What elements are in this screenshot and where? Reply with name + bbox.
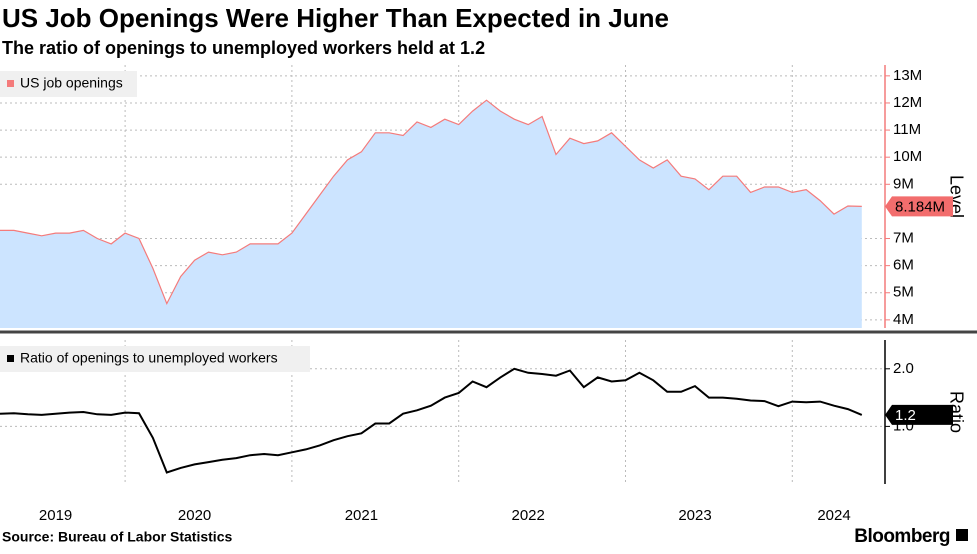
y-tick-label: 13M (893, 67, 922, 84)
x-tick-label: 2022 (512, 507, 545, 524)
value-label-box (885, 196, 953, 217)
y-tick-label: 7M (893, 229, 914, 246)
area (0, 100, 862, 328)
brand-icon (956, 529, 968, 541)
x-tick-label: 2019 (39, 507, 72, 524)
legend-swatch (7, 355, 14, 362)
value-label-box (885, 404, 953, 425)
y-tick-label: 4M (893, 311, 914, 328)
legend-swatch (7, 80, 14, 87)
chart-title: US Job Openings Were Higher Than Expecte… (2, 3, 669, 33)
source: Source: Bureau of Labor Statistics (2, 529, 232, 545)
y-tick-label: 12M (893, 94, 922, 111)
legend-label: Ratio of openings to unemployed workers (20, 350, 278, 366)
brand: Bloomberg (854, 526, 950, 547)
y-tick-label: 2.0 (893, 360, 914, 377)
y-tick-label: 5M (893, 284, 914, 301)
legend-label: US job openings (20, 75, 123, 91)
value-label: 8.184M (895, 198, 945, 215)
legend-box (0, 71, 137, 97)
x-tick-label: 2021 (345, 507, 378, 524)
y-tick-label: 11M (893, 121, 921, 138)
value-label: 1.2 (895, 407, 916, 424)
x-tick-label: 2020 (178, 507, 211, 524)
x-tick-label: 2023 (678, 507, 711, 524)
y-tick-label: 6M (893, 257, 914, 274)
chart-subtitle: The ratio of openings to unemployed work… (2, 38, 485, 58)
line (0, 367, 863, 474)
legend-box (0, 346, 310, 372)
line (0, 99, 862, 306)
y-tick-label: 10M (893, 148, 922, 165)
y-tick-label: 9M (893, 175, 914, 192)
x-tick-label: 2024 (817, 507, 850, 524)
